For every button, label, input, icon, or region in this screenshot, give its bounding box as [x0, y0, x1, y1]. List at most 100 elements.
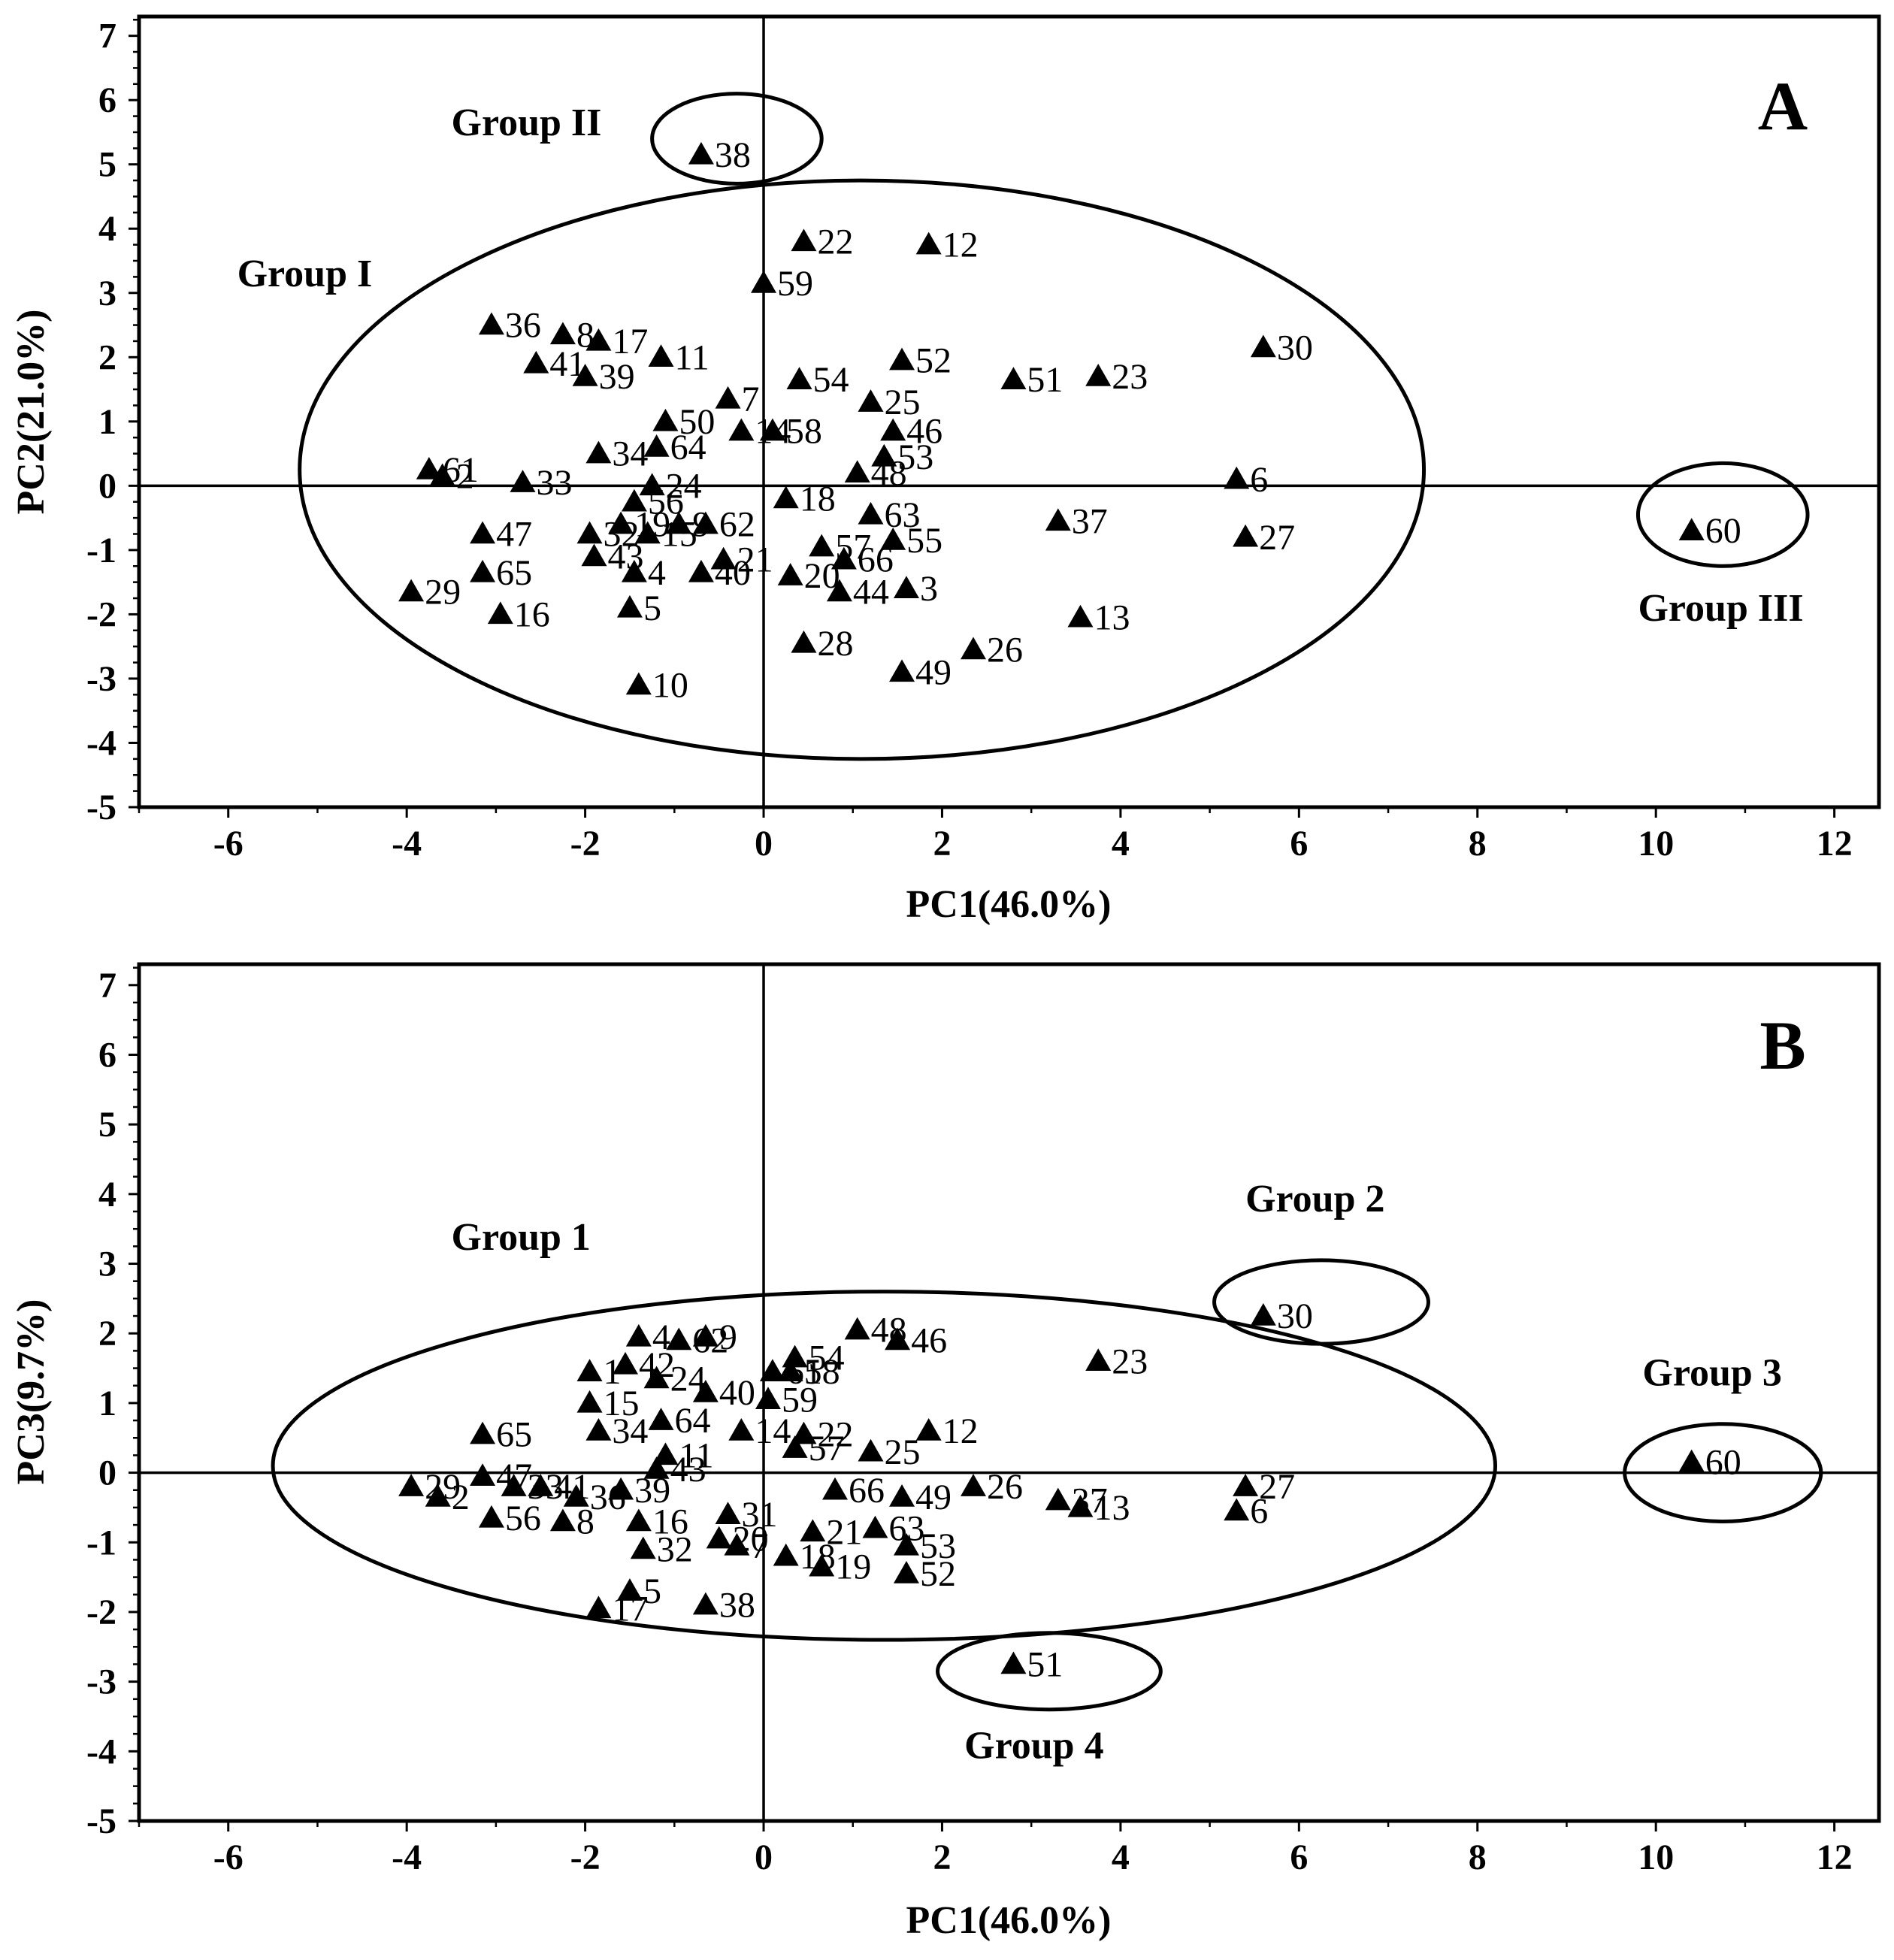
panel-b-point-40 — [692, 1380, 719, 1402]
panel-b-group-ellipses: Group 1 Group 2 Group 3 Group 4 — [271, 1178, 1823, 1768]
panel-b-point-54 — [782, 1344, 808, 1368]
panel-a-point-22 — [791, 228, 817, 252]
panel-b-point-20 — [706, 1526, 732, 1549]
panel-a-point-9 — [666, 511, 692, 534]
panel-b-x-tick-label: 4 — [1112, 1838, 1130, 1877]
panel-a-point-label-7: 7 — [742, 380, 760, 419]
panel-b-point-19 — [809, 1553, 835, 1577]
panel-b-point-27 — [1233, 1474, 1259, 1496]
panel-a-point-2 — [429, 463, 455, 486]
panel-a-y-axis-title: PC2(21.0%) — [10, 310, 53, 515]
panel-b-point-label-60: 60 — [1705, 1443, 1741, 1483]
panel-b-y-tick-label: 3 — [98, 1245, 116, 1284]
panel-a-point-32 — [576, 521, 603, 544]
panel-a-point-16 — [487, 601, 513, 625]
panel-b-point-1 — [576, 1359, 603, 1381]
panel-a-point-63 — [858, 501, 884, 525]
panel-b-y-tick-label: -3 — [86, 1662, 116, 1702]
panel-a-points: 3822125936817114139305254512372550145846… — [398, 135, 1741, 705]
panel-b-y-axis-title: PC3(9.7%) — [10, 1299, 53, 1485]
panel-a-point-33 — [510, 470, 536, 492]
panel-b-point-66 — [822, 1477, 848, 1500]
panel-b-y-tick-label: 1 — [98, 1384, 116, 1423]
panel-b-y-tick-label: -5 — [86, 1801, 116, 1841]
panel-b-point-38 — [692, 1592, 719, 1615]
panel-a-point-36 — [478, 312, 504, 335]
panel-a-ellipse-group-iii — [1635, 461, 1810, 568]
panel-a-point-58 — [759, 418, 785, 441]
panel-b-point-label-30: 30 — [1277, 1296, 1313, 1336]
panel-b-label-group-2: Group 2 — [1245, 1178, 1384, 1220]
panel-a-point-label-10: 10 — [652, 665, 688, 705]
panel-a-x-tick-label: -2 — [570, 824, 601, 864]
panel-b-y-tick-label: -2 — [86, 1592, 116, 1632]
panel-a-label-group-iii: Group III — [1638, 587, 1803, 630]
panel-b-point-60 — [1678, 1449, 1705, 1472]
panel-a-point-label-60: 60 — [1705, 511, 1741, 551]
panel-a-point-label-17: 17 — [612, 322, 648, 361]
panel-a-y-tick-label: 7 — [98, 17, 116, 56]
panel-a-point-label-50: 50 — [679, 402, 715, 442]
panel-a-point-label-66: 66 — [858, 540, 894, 580]
panel-b-point-label-11: 11 — [679, 1435, 713, 1475]
panel-a-point-label-34: 34 — [612, 434, 648, 474]
panel-a-point-41 — [523, 350, 549, 374]
panel-a-point-28 — [791, 630, 817, 653]
panel-b-point-label-13: 13 — [1094, 1488, 1130, 1528]
panel-a-point-4 — [621, 559, 647, 582]
panel-b-y-tick-label: -1 — [86, 1523, 116, 1562]
panel-b-point-58 — [777, 1359, 803, 1381]
panel-b-point-9 — [692, 1323, 719, 1347]
panel-a-point-30 — [1250, 334, 1276, 358]
panel-b-point-4 — [625, 1323, 652, 1347]
panel-a-point-5 — [616, 594, 643, 618]
panel-b-x-tick-label: -6 — [213, 1838, 244, 1877]
panel-a-point-26 — [961, 637, 987, 660]
panel-a-point-label-65: 65 — [496, 553, 532, 593]
panel-b-point-53 — [893, 1532, 919, 1556]
panel-b-x-axis-title: PC1(46.0%) — [906, 1899, 1112, 1942]
panel-b-point-33 — [501, 1474, 527, 1496]
panel-a-point-24 — [639, 473, 665, 496]
panel-a-point-17 — [585, 328, 612, 351]
panel-a-point-11 — [648, 344, 674, 368]
panel-a-y-tick-label: -1 — [86, 531, 116, 570]
panel-b-y-tick-label: 5 — [98, 1105, 116, 1145]
panel-a-point-label-2: 2 — [456, 457, 474, 497]
panel-a-point-label-28: 28 — [817, 624, 853, 664]
panel-a-point-label-49: 49 — [915, 652, 952, 692]
panel-b-point-16 — [625, 1508, 652, 1532]
panel-a-point-7 — [715, 386, 741, 409]
panel-a-point-13 — [1067, 604, 1094, 628]
panel-b-point-label-36: 36 — [590, 1478, 626, 1517]
panel-a-point-label-64: 64 — [670, 428, 706, 467]
panel-b-x-tick-label: 6 — [1290, 1838, 1308, 1877]
panel-a-label-group-ii: Group II — [452, 101, 602, 144]
panel-b-y-tick-label: 0 — [98, 1453, 116, 1493]
panel-a-point-8 — [549, 322, 576, 345]
panel-b-point-label-53: 53 — [920, 1526, 956, 1566]
panel-b-point-6 — [1224, 1498, 1250, 1521]
panel-b-point-label-40: 40 — [719, 1373, 755, 1413]
panel-b-point-49 — [889, 1484, 915, 1507]
panel-b-ellipse-group-3 — [1623, 1422, 1823, 1523]
panel-b-x-tick-label: -2 — [570, 1838, 601, 1877]
panel-a-x-tick-label: 0 — [755, 824, 773, 864]
panel-b-point-31 — [715, 1502, 741, 1524]
panel-b-y-tick-label: -4 — [86, 1732, 116, 1771]
panel-a-y-tick-label: 5 — [98, 145, 116, 185]
panel-b-point-label-58: 58 — [804, 1352, 840, 1392]
panel-b-point-17 — [585, 1596, 612, 1619]
panel-a-y-tick-label: -2 — [86, 594, 116, 634]
panel-b-point-34 — [585, 1417, 612, 1441]
panel-a-point-37 — [1045, 508, 1071, 531]
panel-a-point-27 — [1233, 524, 1259, 547]
panel-b-y-tick-label: 2 — [98, 1314, 116, 1354]
panel-b-point-label-64: 64 — [675, 1401, 711, 1441]
panel-a-x-tick-label: 8 — [1469, 824, 1487, 864]
panel-b-point-label-51: 51 — [1027, 1644, 1063, 1684]
panel-b-point-63 — [862, 1515, 888, 1538]
panel-a-point-40 — [688, 559, 714, 582]
